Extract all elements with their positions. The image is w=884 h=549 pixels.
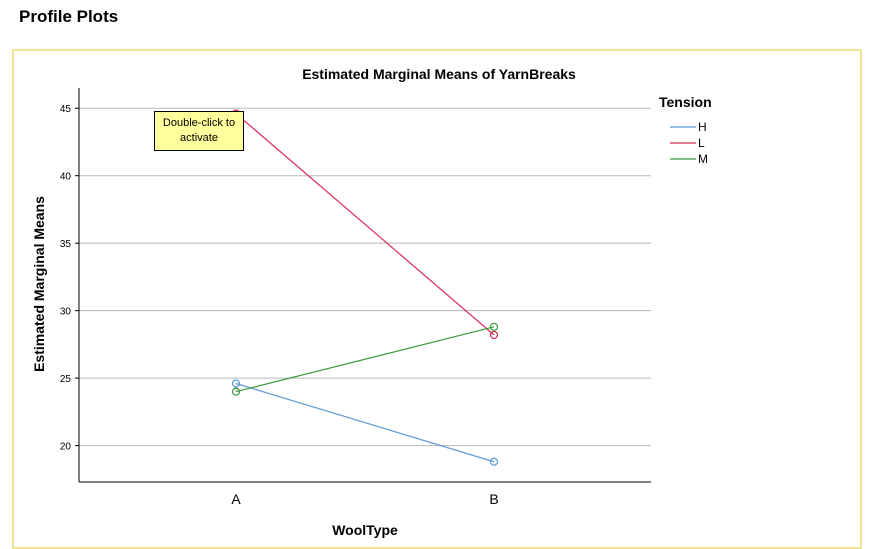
data-point-m — [231, 387, 241, 396]
section-title: Profile Plots — [19, 7, 119, 26]
y-tick-label: 25 — [60, 374, 72, 385]
x-tick-label: B — [489, 491, 498, 507]
y-tick-label: 30 — [60, 307, 72, 318]
axes — [78, 88, 651, 483]
series-line-l — [235, 113, 495, 336]
series-lines — [231, 109, 499, 466]
y-tick-label: 45 — [60, 104, 72, 115]
chart-title: Estimated Marginal Means of YarnBreaks — [302, 66, 576, 82]
chart-frame[interactable] — [12, 49, 862, 549]
x-axis-label: WoolType — [332, 522, 398, 538]
y-axis-label: Estimated Marginal Means — [31, 196, 47, 372]
series-line-m — [235, 326, 495, 393]
data-point-l — [489, 330, 499, 340]
legend-label-m: M — [698, 152, 708, 166]
legend: Tension HLM — [659, 94, 712, 166]
legend-title: Tension — [659, 94, 712, 110]
grid-lines — [79, 107, 651, 447]
data-point-h — [489, 457, 499, 466]
y-tick-label: 40 — [60, 172, 72, 183]
data-point-h — [231, 379, 241, 388]
series-line-h — [235, 382, 495, 463]
tick-labels: 20 25 30 35 40 45 A B — [60, 104, 499, 507]
legend-label-h: H — [698, 120, 707, 134]
activate-tooltip[interactable]: Double-click to activate — [154, 111, 244, 151]
y-tick-label: 35 — [60, 239, 72, 250]
x-tick-label: A — [231, 491, 241, 507]
legend-label-l: L — [698, 136, 705, 150]
data-point-m — [489, 322, 499, 331]
y-tick-label: 20 — [60, 442, 72, 453]
